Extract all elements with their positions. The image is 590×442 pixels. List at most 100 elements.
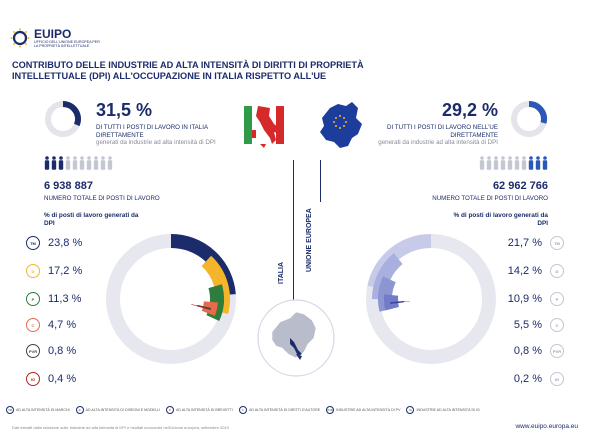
eu-vertical-label: UNIONE EUROPEA: [306, 208, 313, 272]
person-icon: [528, 156, 534, 170]
legend-badge-tm-icon: TM: [6, 406, 14, 414]
legend-text: INDUSTRIE AD ALTA INTENSITÀ DI IG: [416, 408, 480, 412]
badge-c-icon: C: [550, 318, 564, 332]
category-value-tm: 21,7 %: [507, 237, 542, 249]
italy-ip-chart: [106, 234, 236, 364]
category-row-p: 10,9 % P: [508, 292, 564, 306]
badge-ig-icon: IG: [550, 372, 564, 386]
legend-text: AD ALTA INTENSITÀ DI BREVETTI: [175, 408, 233, 412]
italy-people-icons: [44, 156, 113, 170]
category-value-ig: 0,4 %: [48, 373, 77, 385]
badge-tm-icon: TM: [550, 236, 564, 250]
eu-share-value: 29,2 %: [441, 100, 498, 120]
eu-share-label: % di posti di lavoro generati da DPI: [453, 212, 548, 227]
euipo-stars-icon: [10, 28, 30, 48]
eu-desc-main: DI TUTTI I POSTI DI LAVORO NELL'UE DIRET…: [387, 124, 498, 139]
page-title: CONTRIBUTO DELLE INDUSTRIE AD ALTA INTEN…: [12, 60, 364, 81]
legend-badge-c-icon: C: [238, 406, 247, 414]
chart-segment-c: [201, 301, 218, 316]
category-value-p: 11,3 %: [48, 293, 82, 305]
category-value-d: 14,2 %: [507, 265, 542, 277]
europe-circle-map: [257, 299, 335, 377]
italy-total-label: NUMERO TOTALE DI POSTI DI LAVORO: [44, 195, 160, 202]
person-icon: [93, 156, 99, 170]
logo-name: EUIPO: [34, 27, 72, 41]
legend-item-c: C AD ALTA INTENSITÀ DI DIRITTI D'AUTORE: [238, 406, 321, 414]
italy-share-description: DI TUTTI I POSTI DI LAVORO IN ITALIA DIR…: [96, 124, 226, 147]
category-value-tm: 23,8 %: [48, 237, 83, 249]
badge-c-icon: C: [26, 318, 40, 332]
category-row-pvr: 0,8 % PVR: [514, 344, 564, 358]
person-icon: [521, 156, 527, 170]
category-row-ig: 0,2 % IG: [514, 372, 564, 386]
legend-item-pvr: PVR INDUSTRIE AD ALTA INTENSITÀ DI PV: [326, 406, 400, 414]
source-note: Dati estratti dalla relazione sulle Indu…: [12, 425, 229, 430]
category-row-c: C 4,7 %: [26, 318, 76, 332]
badge-pvr-icon: PVR: [26, 344, 40, 358]
person-icon: [479, 156, 485, 170]
category-value-pvr: 0,8 %: [48, 345, 77, 357]
category-row-p: P 11,3 %: [26, 292, 81, 306]
badge-d-icon: D: [26, 264, 40, 278]
legend-badge-pvr-icon: PVR: [326, 406, 335, 414]
eu-ip-chart: [366, 234, 496, 364]
badge-d-icon: D: [550, 264, 564, 278]
person-icon: [507, 156, 513, 170]
eu-desc-sub: generati da industrie ad alta intensità …: [378, 139, 498, 146]
legend-item-d: D AD ALTA INTENSITÀ DI DISEGNI E MODELLI: [75, 406, 160, 414]
category-row-tm: 21,7 % TM: [508, 236, 564, 250]
person-icon: [493, 156, 499, 170]
legend-text: AD ALTA INTENSITÀ DI DIRITTI D'AUTORE: [248, 408, 321, 412]
person-icon: [72, 156, 78, 170]
category-value-d: 17,2 %: [48, 265, 83, 277]
legend-item-p: P AD ALTA INTENSITÀ DI BREVETTI: [165, 406, 233, 414]
eu-map-icon: [320, 102, 362, 148]
eu-people-icons: [479, 156, 548, 170]
badge-p-icon: P: [550, 292, 564, 306]
category-value-c: 4,7 %: [48, 319, 77, 331]
person-icon: [79, 156, 85, 170]
badge-pvr-icon: PVR: [550, 344, 564, 358]
category-value-c: 5,5 %: [513, 319, 542, 331]
person-icon: [65, 156, 71, 170]
eu-divider-line: [320, 160, 321, 202]
eu-share-description: DI TUTTI I POSTI DI LAVORO NELL'UE DIRET…: [358, 124, 498, 147]
website-link[interactable]: www.euipo.europa.eu: [515, 423, 578, 430]
eu-total-jobs: 62 962 766: [492, 180, 548, 192]
person-icon: [58, 156, 64, 170]
person-icon: [486, 156, 492, 170]
italy-divider-line: [293, 160, 294, 300]
person-icon: [100, 156, 106, 170]
category-row-c: 5,5 % C: [514, 318, 564, 332]
legend-badge-d-icon: D: [75, 406, 84, 414]
legend-text: INDUSTRIE AD ALTA INTENSITÀ DI PV: [336, 408, 401, 412]
italy-map-icon: [244, 106, 284, 148]
person-icon: [44, 156, 50, 170]
person-icon: [514, 156, 520, 170]
person-icon: [86, 156, 92, 170]
person-icon: [107, 156, 113, 170]
category-row-tm: TM 23,8 %: [26, 236, 82, 250]
category-row-ig: IG 0,4 %: [26, 372, 76, 386]
legend-badge-ig-icon: IG: [406, 406, 415, 414]
person-icon: [542, 156, 548, 170]
italy-share-donut: [45, 101, 81, 137]
legend-text: AD ALTA INTENSITÀ DI DISEGNI E MODELLI: [85, 408, 160, 412]
category-row-pvr: PVR 0,8 %: [26, 344, 76, 358]
badge-tm-icon: TM: [26, 236, 40, 250]
euipo-logo: EUIPO UFFICIO DELL'UNIONE EUROPEA PER LA…: [10, 28, 104, 48]
category-value-p: 10,9 %: [507, 293, 542, 305]
legend-item-ig: IG INDUSTRIE AD ALTA INTENSITÀ DI IG: [406, 406, 480, 414]
person-icon: [535, 156, 541, 170]
legend-badge-p-icon: P: [165, 406, 174, 414]
italy-share-label: % di posti di lavoro generati da DPI: [44, 212, 139, 227]
person-icon: [500, 156, 506, 170]
badge-p-icon: P: [26, 292, 40, 306]
eu-total-label: NUMERO TOTALE DI POSTI DI LAVORO: [432, 195, 548, 202]
category-row-d: D 17,2 %: [26, 264, 82, 278]
legend: TM AD ALTA INTENSITÀ DI MARCHI D AD ALTA IN…: [6, 406, 480, 414]
badge-ig-icon: IG: [26, 372, 40, 386]
italy-share-value: 31,5 %: [96, 100, 153, 120]
person-icon: [51, 156, 57, 170]
eu-share-donut: [511, 101, 547, 137]
